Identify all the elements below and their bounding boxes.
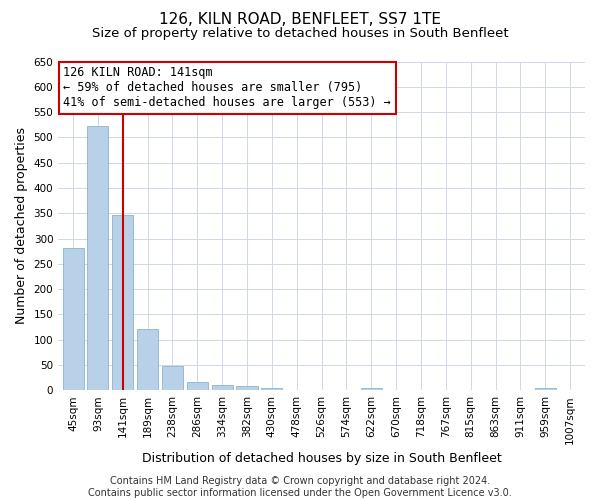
Bar	[535, 388, 556, 390]
Text: Size of property relative to detached houses in South Benfleet: Size of property relative to detached ho…	[92, 28, 508, 40]
Bar	[112, 216, 133, 390]
Bar	[88, 126, 109, 390]
Y-axis label: Number of detached properties: Number of detached properties	[15, 128, 28, 324]
X-axis label: Distribution of detached houses by size in South Benfleet: Distribution of detached houses by size …	[142, 452, 502, 465]
Text: 126 KILN ROAD: 141sqm
← 59% of detached houses are smaller (795)
41% of semi-det: 126 KILN ROAD: 141sqm ← 59% of detached …	[64, 66, 391, 110]
Text: Contains HM Land Registry data © Crown copyright and database right 2024.
Contai: Contains HM Land Registry data © Crown c…	[88, 476, 512, 498]
Bar	[137, 328, 158, 390]
Bar	[62, 248, 83, 390]
Bar	[212, 384, 233, 390]
Bar	[262, 388, 283, 390]
Bar	[236, 386, 257, 390]
Bar	[361, 388, 382, 390]
Bar	[187, 382, 208, 390]
Bar	[162, 366, 183, 390]
Text: 126, KILN ROAD, BENFLEET, SS7 1TE: 126, KILN ROAD, BENFLEET, SS7 1TE	[159, 12, 441, 28]
